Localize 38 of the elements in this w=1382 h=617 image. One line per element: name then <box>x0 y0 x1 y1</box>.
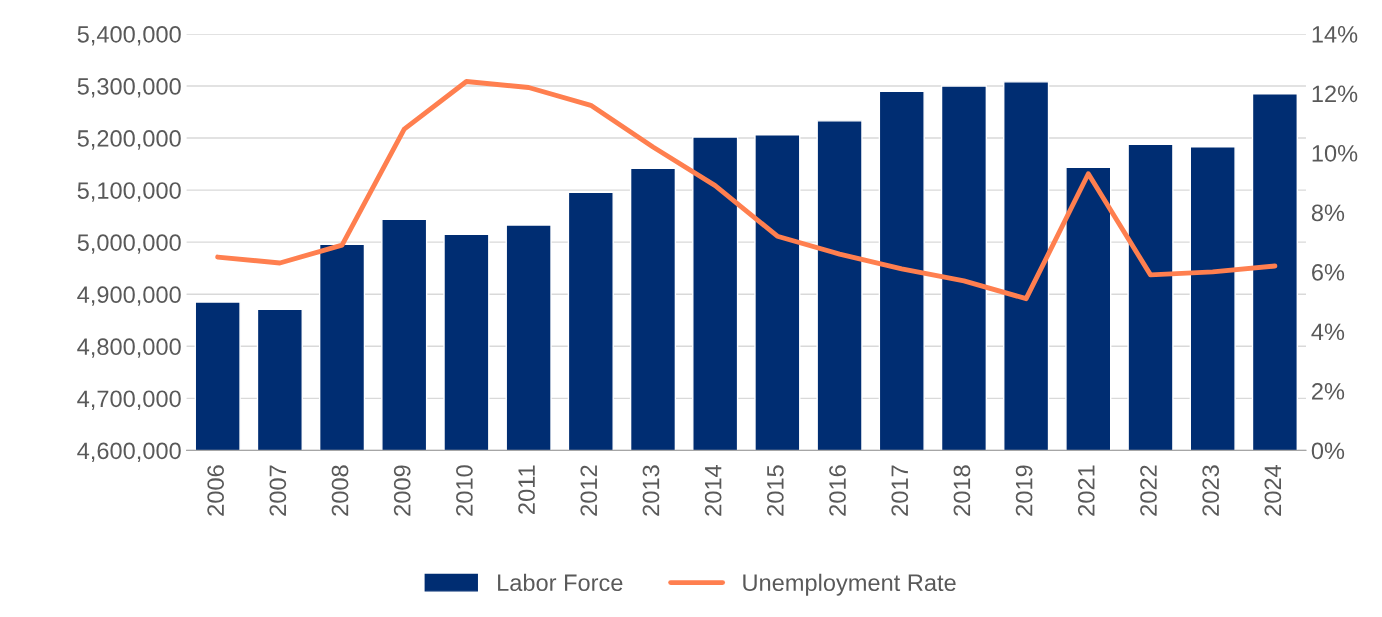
x-tick-label: 2013 <box>642 465 660 516</box>
y2-tick-label: 6% <box>1312 263 1345 281</box>
line-series <box>215 79 1278 302</box>
x-tick-label: 2017 <box>891 465 909 516</box>
y2-tick-label: 2% <box>1312 382 1345 400</box>
x-tick-label: 2012 <box>580 465 598 516</box>
y-tick-label: 5,400,000 <box>77 26 181 46</box>
y2-tick-label: 12% <box>1312 85 1358 103</box>
x-tick-label: 2006 <box>207 465 224 516</box>
legend-label: Unemployment Rate <box>743 573 956 596</box>
y2-tick-label: 14% <box>1312 26 1358 43</box>
x-tick-label: 2022 <box>1140 465 1157 516</box>
y2-tick-label: 0% <box>1311 442 1345 460</box>
y-tick-label: 4,900,000 <box>77 286 181 306</box>
x-tick-label: 2018 <box>953 465 971 516</box>
y2-tick-label: 10% <box>1312 145 1358 162</box>
y-tick-label: 5,300,000 <box>77 78 181 98</box>
y-tick-label: 4,700,000 <box>77 390 181 410</box>
y-tick-label: 5,200,000 <box>77 130 181 150</box>
y-tick-label: 4,600,000 <box>77 442 181 462</box>
y-tick-label: 5,100,000 <box>77 182 181 202</box>
y-tick-label: 4,800,000 <box>77 338 181 358</box>
legend-label: Labor Force <box>498 573 623 592</box>
x-tick-label: 2023 <box>1202 465 1220 516</box>
x-tick-label: 2009 <box>393 465 411 516</box>
x-tick-label: 2014 <box>704 464 722 516</box>
x-tick-label: 2007 <box>269 465 287 516</box>
x-tick-label: 2019 <box>1015 465 1033 516</box>
x-tick-label: 2010 <box>456 465 473 516</box>
y2-tick-label: 4% <box>1311 323 1345 341</box>
x-tick-label: 2021 <box>1077 465 1095 516</box>
x-tick-label: 2016 <box>829 465 846 516</box>
x-tick-label: 2024 <box>1264 464 1282 516</box>
x-tick-label: 2015 <box>766 465 784 516</box>
x-tick-label: 2008 <box>331 465 349 516</box>
x-tick-label: 2011 <box>518 465 535 514</box>
y2-tick-label: 8% <box>1311 204 1345 222</box>
y-tick-label: 5,000,000 <box>77 234 181 254</box>
